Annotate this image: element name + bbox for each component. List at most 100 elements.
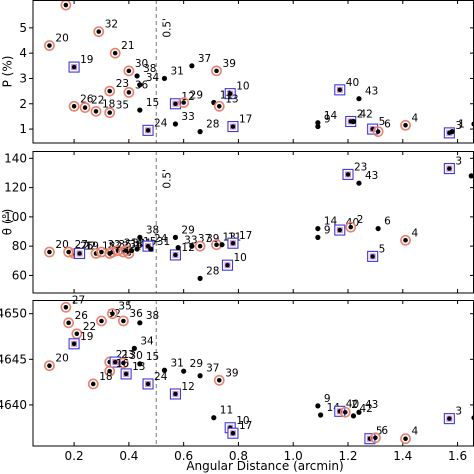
data-point-16: 16 xyxy=(104,358,130,377)
point-label: 17 xyxy=(239,114,252,126)
point-label: 36 xyxy=(135,79,149,91)
data-point-24: 24 xyxy=(142,233,168,252)
point-label: 12 xyxy=(181,91,194,103)
data-point-5: 5 xyxy=(367,243,385,262)
y-tick-label: 4 xyxy=(19,46,27,60)
data-point-4: 4 xyxy=(400,227,419,246)
data-point-30: 30 xyxy=(123,58,148,77)
point-label: 9 xyxy=(324,224,331,236)
data-point-19: 19 xyxy=(68,331,93,350)
data-point-3: 3 xyxy=(443,406,462,425)
data-point-2: 2 xyxy=(345,214,363,233)
y-tick-label: .4645 xyxy=(0,352,27,366)
data-point-1: 1 xyxy=(449,119,465,135)
point-label: 21 xyxy=(121,40,134,52)
data-point-29: 29 xyxy=(172,224,195,240)
data-point-35: 35 xyxy=(107,301,132,320)
point-label: 38 xyxy=(143,63,156,75)
point-label: 36 xyxy=(129,308,143,320)
data-point-15: 15 xyxy=(137,97,159,113)
point-label: 23 xyxy=(116,78,129,90)
data-point-2: 2 xyxy=(339,399,358,418)
point-label: 14 xyxy=(324,110,338,122)
point-label: 1 xyxy=(458,119,465,131)
point-label: 6 xyxy=(384,119,391,131)
data-point-42: 42 xyxy=(350,108,373,125)
point-label: 22 xyxy=(91,95,104,107)
point-label: 40 xyxy=(346,398,359,410)
point-label: 11 xyxy=(220,90,233,102)
data-point-12: 12 xyxy=(169,91,195,110)
data-point-5: 5 xyxy=(367,116,386,135)
data-point-34: 34 xyxy=(131,335,154,351)
point-label: 43 xyxy=(365,399,378,411)
point-label: 24 xyxy=(154,233,168,245)
point-label: 28 xyxy=(206,265,219,277)
point-label: 43 xyxy=(365,170,378,182)
point-label: 5 xyxy=(376,426,383,438)
point-label: 39 xyxy=(206,233,219,245)
data-point-6: 6 xyxy=(369,425,388,444)
point-label: 12 xyxy=(181,381,194,393)
data-point-23: 23 xyxy=(104,78,129,97)
data-point-32: 32 xyxy=(96,239,121,258)
x-tick-label: 1.4 xyxy=(393,449,412,463)
vline-label: 0.5' xyxy=(161,18,173,38)
y-tick-label: 80 xyxy=(12,239,27,253)
point-label: 31 xyxy=(170,357,183,369)
y-tick-label: 140 xyxy=(4,151,27,165)
data-point-17: 17 xyxy=(227,230,252,249)
point-label: 40 xyxy=(346,77,359,89)
x-tick-label: 1.0 xyxy=(284,449,303,463)
data-point-22: 22 xyxy=(71,321,96,340)
point-label: 37 xyxy=(206,363,219,375)
point-label: 35 xyxy=(116,100,129,112)
data-point-38: 38 xyxy=(137,224,159,240)
data-point-28: 28 xyxy=(197,265,219,281)
point-label: 16 xyxy=(116,358,130,370)
data-point-3: 3 xyxy=(443,156,462,175)
y-tick-label: .4650 xyxy=(0,307,27,321)
data-point-22: 22 xyxy=(79,95,104,113)
point-label: 20 xyxy=(55,33,68,45)
point-label: 9 xyxy=(324,393,331,405)
data-point-36: 36 xyxy=(117,308,143,327)
vline-label: 0.5' xyxy=(161,169,173,189)
point-label: 39 xyxy=(223,58,236,70)
point-label: 4 xyxy=(412,426,419,438)
data-point-10: 10 xyxy=(221,252,247,271)
point-label: 6 xyxy=(384,216,391,228)
point-label: 34 xyxy=(140,335,154,347)
point-label: 29 xyxy=(181,224,194,236)
x-tick-label: 0.8 xyxy=(229,449,248,463)
point-label: 5 xyxy=(379,116,386,128)
data-point-35: 35 xyxy=(104,100,129,119)
point-label: 31 xyxy=(157,236,170,248)
data-point-9: 9 xyxy=(315,224,331,240)
x-tick-label: 0.2 xyxy=(65,449,84,463)
y-tick-label: 100 xyxy=(4,210,27,224)
data-point-20: 20 xyxy=(44,353,69,372)
y-tick-label: 60 xyxy=(12,268,27,282)
data-point-43: 43 xyxy=(356,399,378,415)
point-label: 22 xyxy=(83,321,96,333)
point-label: 18 xyxy=(99,371,112,383)
point-label: 39 xyxy=(225,367,238,379)
data-point-31: 31 xyxy=(161,357,184,373)
data-point-29: 29 xyxy=(181,358,203,374)
point-label: 43 xyxy=(365,86,378,98)
data-point-43: 43 xyxy=(356,170,378,186)
y-tick-label: 3 xyxy=(19,71,27,85)
point-label: 36 xyxy=(129,239,143,251)
point-label: 10 xyxy=(236,415,249,427)
data-point-20: 20 xyxy=(44,33,69,51)
data-point-37: 37 xyxy=(197,363,219,379)
data-point-13: 13 xyxy=(120,361,146,380)
point-label: 17 xyxy=(239,230,252,242)
point-label: 3 xyxy=(455,156,462,168)
point-label: 23 xyxy=(354,161,367,173)
data-point-4: 4 xyxy=(400,112,419,131)
point-label: 14 xyxy=(324,216,338,228)
point-label: 4 xyxy=(412,227,419,239)
data-point-21: 21 xyxy=(109,40,135,59)
